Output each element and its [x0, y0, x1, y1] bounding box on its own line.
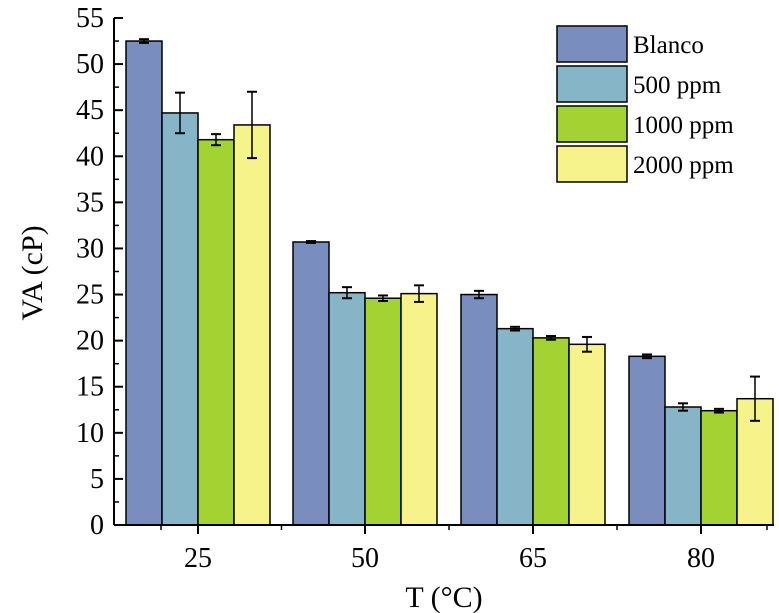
bar-500-ppm-80 [664, 406, 702, 526]
y-tick-label: 40 [76, 141, 104, 172]
y-tick-label: 25 [76, 280, 104, 311]
legend-swatch-2000-ppm [556, 145, 628, 183]
y-tick-label: 10 [76, 418, 104, 449]
bar-blanco-80 [628, 355, 666, 526]
legend-swatch-1000-ppm [556, 105, 628, 143]
y-tick-label: 50 [76, 49, 104, 80]
legend: Blanco 500 ppm 1000 ppm 2000 ppm [556, 25, 734, 183]
bar-1000-ppm-80 [700, 409, 738, 526]
y-tick-label: 0 [90, 510, 104, 541]
y-tick-label: 5 [90, 464, 104, 495]
y-tick-label: 15 [76, 372, 104, 403]
legend-label-blanco: Blanco [633, 32, 704, 59]
x-tick-label: 80 [687, 543, 715, 574]
y-tick-label: 20 [76, 326, 104, 357]
x-tick-label: 25 [184, 543, 212, 574]
legend-label-2000-ppm: 2000 ppm [633, 152, 734, 179]
bar-2000-ppm-65 [568, 343, 606, 526]
bar-blanco-25 [125, 40, 163, 526]
error-bars-layer [139, 38, 760, 422]
y-tick-label: 30 [76, 233, 104, 264]
axes-layer: 0 5 10 15 20 25 30 35 40 45 50 55 25 50 65 80 [76, 3, 774, 574]
bar-blanco-50 [292, 241, 330, 526]
bar-2000-ppm-25 [233, 124, 271, 526]
bar-1000-ppm-25 [197, 138, 235, 526]
bar-2000-ppm-50 [400, 292, 438, 526]
y-tick-label: 45 [76, 95, 104, 126]
bar-500-ppm-25 [161, 112, 199, 526]
x-tick-label: 65 [519, 543, 547, 574]
bar-500-ppm-50 [328, 291, 366, 526]
bar-1000-ppm-65 [532, 337, 570, 526]
legend-label-500-ppm: 500 ppm [633, 72, 722, 99]
x-tick-label: 50 [351, 543, 379, 574]
bar-1000-ppm-50 [364, 297, 402, 526]
y-axis-title: VA (cP) [16, 225, 49, 320]
legend-label-1000-ppm: 1000 ppm [633, 112, 734, 139]
y-tick-label: 35 [76, 187, 104, 218]
bar-blanco-65 [460, 293, 498, 526]
legend-swatch-blanco [556, 25, 628, 63]
x-axis-title: T (°C) [405, 581, 482, 613]
legend-swatch-500-ppm [556, 65, 628, 103]
bar-500-ppm-65 [496, 327, 534, 526]
y-tick-label: 55 [76, 3, 104, 34]
